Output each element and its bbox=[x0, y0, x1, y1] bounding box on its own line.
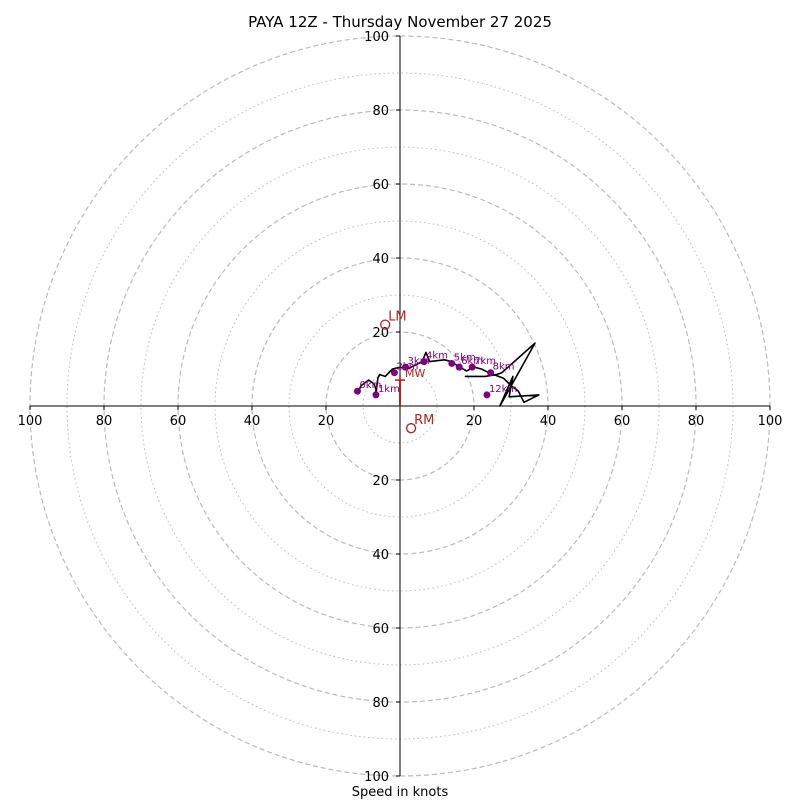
x-tick-label: 60 bbox=[614, 414, 631, 429]
storm-motion-label: RM bbox=[414, 413, 434, 428]
y-tick-label: 40 bbox=[372, 548, 389, 563]
x-tick-label: 100 bbox=[18, 414, 43, 429]
y-tick-label: 100 bbox=[364, 770, 389, 785]
height-marker-point bbox=[372, 391, 380, 399]
height-marker-label: 6km bbox=[461, 356, 483, 367]
height-marker-label: 12km bbox=[489, 384, 517, 395]
height-marker-point bbox=[455, 363, 463, 371]
height-marker-point bbox=[468, 363, 476, 371]
height-marker-point bbox=[353, 387, 361, 395]
height-marker-label: 4km bbox=[426, 351, 448, 362]
tick-labels: 100 100 80 80 60 60 40 40 20 20 20 20 40 40 60 60 80 80 10… bbox=[18, 30, 783, 785]
y-tick-label: 20 bbox=[372, 474, 389, 489]
height-marker-label: 5km bbox=[454, 352, 476, 363]
storm-motion-marker bbox=[380, 319, 391, 330]
y-tick-label: 60 bbox=[372, 622, 389, 637]
height-marker-label: 8km bbox=[493, 362, 515, 373]
x-axis-label: Speed in knots bbox=[352, 785, 449, 800]
height-marker-point bbox=[402, 363, 410, 371]
height-marker-label: 1km bbox=[378, 384, 400, 395]
x-tick-label: 20 bbox=[466, 414, 483, 429]
height-marker-point bbox=[487, 369, 495, 377]
x-tick-label: 40 bbox=[244, 414, 261, 429]
height-marker-label: 0km bbox=[359, 380, 381, 391]
y-tick-label: 100 bbox=[364, 30, 389, 45]
height-marker-point bbox=[390, 369, 398, 377]
height-marker-point bbox=[420, 358, 428, 366]
height-marker-point bbox=[483, 391, 491, 399]
x-tick-label: 60 bbox=[170, 414, 187, 429]
chart-title: PAYA 12Z - Thursday November 27 2025 bbox=[248, 13, 552, 31]
storm-motion-marker bbox=[405, 423, 417, 434]
y-tick-label: 80 bbox=[372, 696, 389, 711]
x-tick-label: 20 bbox=[318, 414, 335, 429]
x-tick-label: 80 bbox=[96, 414, 113, 429]
height-marker-point bbox=[448, 359, 456, 367]
x-tick-label: 40 bbox=[540, 414, 557, 429]
y-tick-label: 20 bbox=[372, 326, 389, 341]
x-tick-label: 100 bbox=[758, 414, 783, 429]
y-tick-label: 40 bbox=[372, 252, 389, 267]
height-marker-label: 3km bbox=[408, 356, 430, 367]
y-tick-label: 80 bbox=[372, 104, 389, 119]
hodograph-series: 0km1km2km3km4km5km6km7km8km12km bbox=[353, 342, 540, 407]
height-marker-label: 7km bbox=[474, 356, 496, 367]
x-tick-label: 80 bbox=[688, 414, 705, 429]
storm-motion-overlays: MW LM RM bbox=[380, 310, 434, 434]
storm-motion-label: LM bbox=[388, 310, 406, 325]
y-tick-label: 60 bbox=[372, 178, 389, 193]
mean-wind-label: MW bbox=[405, 367, 425, 380]
